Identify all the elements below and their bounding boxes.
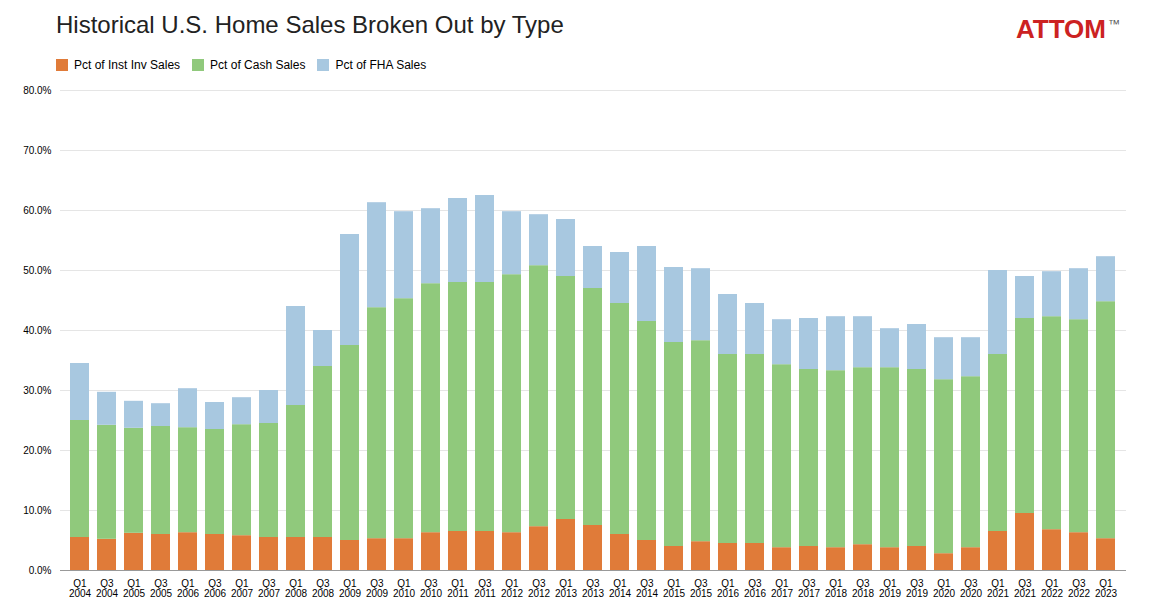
html-text:Historical U.S. Home Sales Bro: Historical U.S. Home Sales Broken Out by… (56, 11, 564, 38)
html-text:Pct of FHA Sales: Pct of FHA Sales (335, 57, 427, 72)
svg-text:Q32018: Q32018 (852, 578, 875, 599)
html-text:ATTOM™: ATTOM™ (1016, 14, 1120, 44)
svg-text:Q32017: Q32017 (798, 578, 821, 599)
svg-text:0.0%: 0.0% (29, 565, 52, 576)
svg-text:Q12008: Q12008 (285, 578, 308, 599)
svg-text:Q12023: Q12023 (1095, 578, 1118, 599)
svg-text:40.0%: 40.0% (23, 325, 51, 336)
svg-text:Q12011: Q12011 (447, 578, 469, 599)
svg-text:Q32009: Q32009 (366, 578, 389, 599)
html-text:Pct of Inst Inv Sales: Pct of Inst Inv Sales (74, 57, 181, 72)
svg-text:Q32004: Q32004 (96, 578, 119, 599)
svg-text:Q32005: Q32005 (150, 578, 173, 599)
svg-text:Q12013: Q12013 (555, 578, 578, 599)
svg-text:30.0%: 30.0% (23, 385, 51, 396)
svg-text:Q32016: Q32016 (744, 578, 767, 599)
svg-text:Q12022: Q12022 (1041, 578, 1064, 599)
svg-text:Q32014: Q32014 (636, 578, 659, 599)
svg-text:10.0%: 10.0% (23, 505, 51, 516)
svg-text:Q32021: Q32021 (1014, 578, 1037, 599)
svg-text:Q12019: Q12019 (879, 578, 902, 599)
svg-text:Q12012: Q12012 (501, 578, 524, 599)
svg-text:Q32015: Q32015 (690, 578, 713, 599)
svg-text:Q12007: Q12007 (231, 578, 254, 599)
svg-text:Q32013: Q32013 (582, 578, 605, 599)
svg-text:Q12021: Q12021 (987, 578, 1010, 599)
svg-text:60.0%: 60.0% (23, 205, 51, 216)
svg-text:Q12004: Q12004 (69, 578, 92, 599)
svg-text:Q32007: Q32007 (258, 578, 281, 599)
svg-text:Q12005: Q12005 (123, 578, 146, 599)
svg-text:Q32011: Q32011 (474, 578, 496, 599)
svg-text:Q32020: Q32020 (960, 578, 983, 599)
svg-text:Q32010: Q32010 (420, 578, 443, 599)
svg-text:Q12015: Q12015 (663, 578, 686, 599)
svg-text:Q32012: Q32012 (528, 578, 551, 599)
html-text:Pct of Cash Sales: Pct of Cash Sales (210, 57, 306, 72)
svg-text:50.0%: 50.0% (23, 265, 51, 276)
svg-text:Q32008: Q32008 (312, 578, 335, 599)
svg-text:Q12016: Q12016 (717, 578, 740, 599)
svg-text:70.0%: 70.0% (23, 145, 51, 156)
svg-text:Q12020: Q12020 (933, 578, 956, 599)
svg-text:Q12009: Q12009 (339, 578, 362, 599)
svg-text:Q32022: Q32022 (1068, 578, 1091, 599)
svg-text:Q32019: Q32019 (906, 578, 929, 599)
svg-text:Q12014: Q12014 (609, 578, 632, 599)
svg-text:Q12006: Q12006 (177, 578, 200, 599)
svg-text:Q32006: Q32006 (204, 578, 227, 599)
svg-text:Q12017: Q12017 (771, 578, 794, 599)
svg-text:20.0%: 20.0% (23, 445, 51, 456)
svg-text:Q12010: Q12010 (393, 578, 416, 599)
svg-text:80.0%: 80.0% (23, 85, 51, 96)
svg-text:Q12018: Q12018 (825, 578, 848, 599)
